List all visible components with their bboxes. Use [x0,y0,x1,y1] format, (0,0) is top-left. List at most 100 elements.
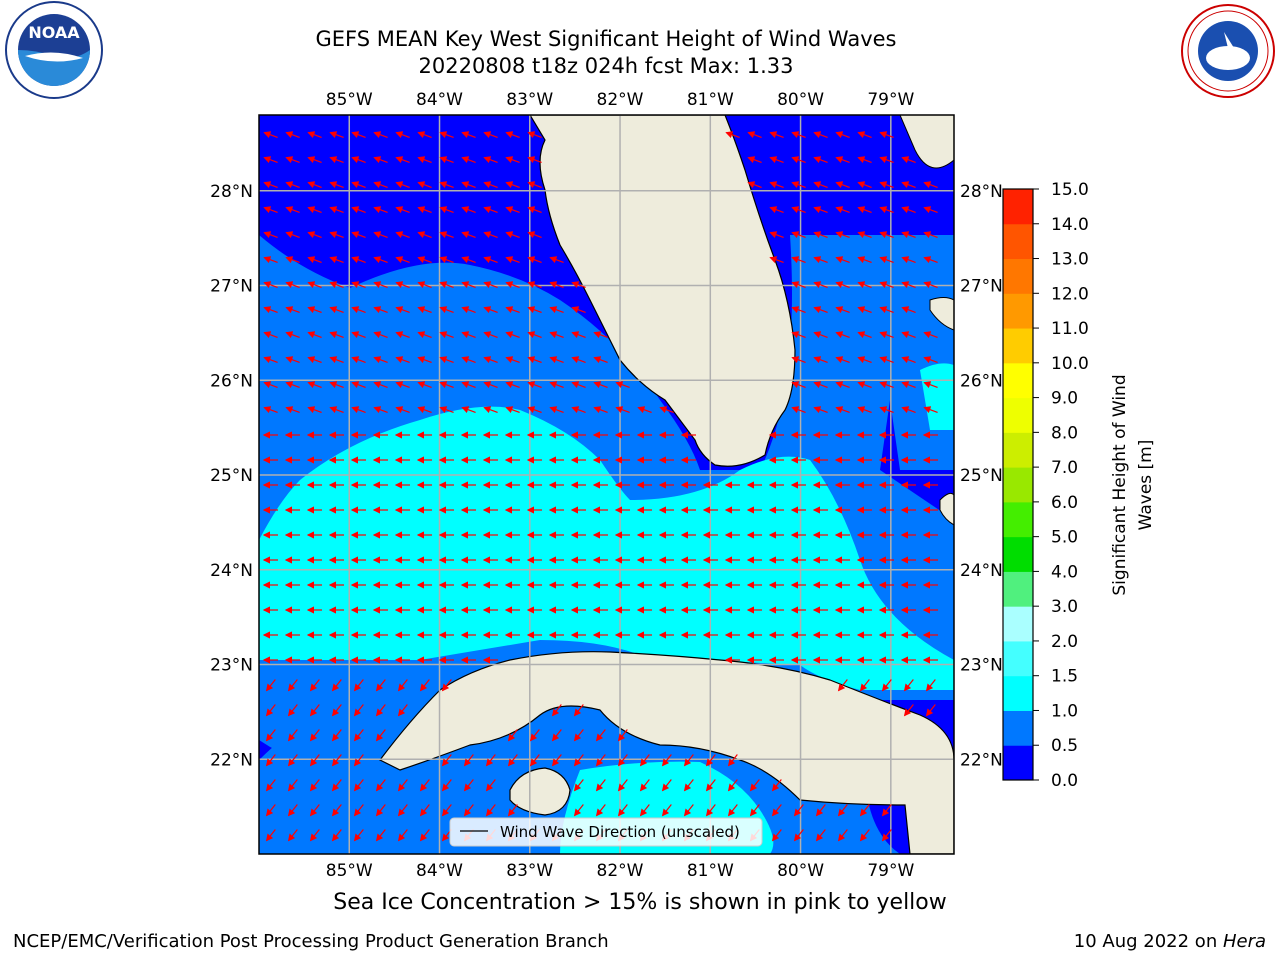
wind-arrow [331,704,342,717]
wind-arrow [507,729,518,742]
wind-arrow [859,679,870,692]
wind-arrow [857,281,872,289]
wind-arrow [395,331,410,339]
colorbar-tick-label: 4.0 [1051,562,1078,582]
wind-arrow [287,754,298,767]
wind-arrow [397,829,408,842]
wind-arrow [331,804,342,817]
wind-arrow [527,381,542,389]
wind-arrow [439,181,454,189]
wind-arrow [901,406,916,414]
wind-arrow [881,804,892,817]
wind-arrow [529,729,540,742]
wind-arrow [879,206,894,214]
wind-arrow [417,231,432,239]
wind-arrow [813,406,828,414]
wind-arrow [549,406,564,414]
wind-arrow [417,206,432,214]
colorbar-tick-label: 7.0 [1051,458,1078,478]
wind-arrow [813,331,828,339]
wind-arrow [595,804,606,817]
wind-arrow [549,256,564,264]
wind-arrow [705,754,716,767]
wind-arrow [307,406,322,414]
wind-arrow [615,406,630,414]
wind-arrow [419,829,430,842]
colorbar-tick-label: 14.0 [1051,215,1089,235]
wind-arrow [417,306,432,314]
wind-arrow [529,754,540,767]
wind-arrow [329,156,344,164]
footer-date-text: 10 Aug 2022 on [1073,931,1223,952]
wind-arrow [373,131,388,139]
nws-logo [1181,4,1275,98]
lon-tick-label-top: 85°W [326,90,373,110]
wind-arrow [263,206,278,214]
wind-arrow [375,729,386,742]
wind-arrow [329,206,344,214]
wind-arrow [727,804,738,817]
colorbar-tick-label: 12.0 [1051,284,1089,304]
wind-arrow [329,406,344,414]
wind-arrow [395,156,410,164]
colorbar-segment [1003,397,1033,433]
colorbar-tick-label: 11.0 [1051,319,1089,339]
wind-arrow [307,306,322,314]
wind-arrow [923,331,938,339]
wind-arrow [263,256,278,264]
wind-arrow [835,281,850,289]
wind-arrow [769,156,784,164]
wind-arrow [395,206,410,214]
wind-arrow [769,131,784,139]
wind-arrow [527,281,542,289]
wind-arrow [813,231,828,239]
wind-arrow [573,729,584,742]
wind-arrow [483,256,498,264]
wind-arrow [813,381,828,389]
bahamas-east-land [929,297,954,331]
wind-arrow [857,156,872,164]
wind-arrow [683,779,694,792]
wind-arrow [903,679,914,692]
wind-arrow [463,754,474,767]
wind-arrow [551,729,562,742]
lon-ticks: 85°W 85°W 84°W 84°W 83°W 83°W 82°W 82°W 81°W 81°W… [326,90,915,881]
wind-arrow [285,156,300,164]
wind-arrow [593,331,608,339]
wind-arrow [903,704,914,717]
wind-arrow [417,406,432,414]
wind-arrow [769,256,784,264]
andros-land [939,492,954,526]
lon-tick-label-bottom: 79°W [867,861,914,881]
wind-arrow [329,131,344,139]
lon-tick-label-top: 81°W [687,90,734,110]
wind-arrow [527,306,542,314]
isla-juventud-land [509,767,571,816]
wind-arrow [595,779,606,792]
wind-arrow [551,754,562,767]
wind-arrow [263,181,278,189]
wind-arrow [461,156,476,164]
wind-arrow [263,231,278,239]
wind-arrow [417,356,432,364]
wind-arrow [329,306,344,314]
wind-arrow [373,231,388,239]
wind-arrow [329,181,344,189]
wind-arrow [351,256,366,264]
wind-arrow [837,829,848,842]
wind-arrow [307,206,322,214]
wind-arrow [461,181,476,189]
wind-arrow [287,829,298,842]
wind-arrow [351,156,366,164]
wind-arrow [661,754,672,767]
wind-arrows [262,131,938,842]
wind-arrow [747,156,762,164]
lat-tick-label-left: 24°N [210,561,253,581]
wind-arrow [879,381,894,389]
colorbar-segment [1003,536,1033,572]
wind-arrow [747,181,762,189]
wind-arrow [373,181,388,189]
wind-arrow [483,231,498,239]
wind-arrow [309,754,320,767]
wind-arrow [505,156,520,164]
